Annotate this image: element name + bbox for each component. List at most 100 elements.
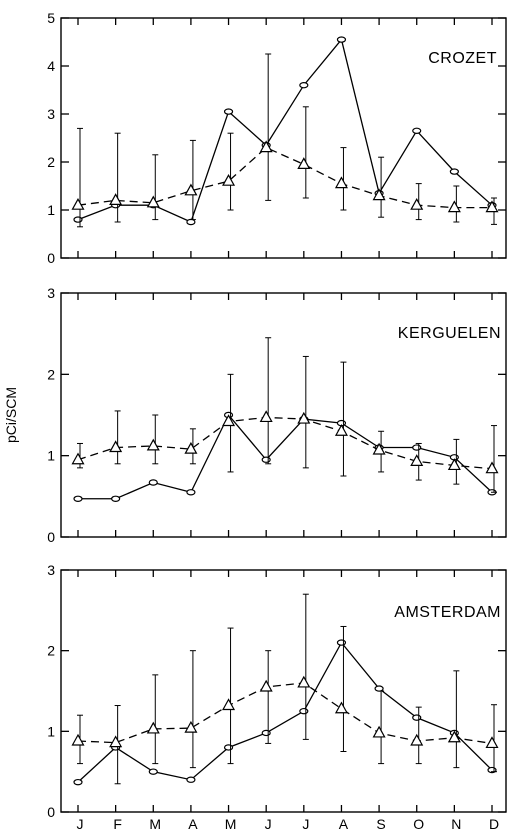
data-point-triangle <box>109 735 123 748</box>
data-point-circle <box>186 218 196 226</box>
series-line <box>77 416 493 470</box>
x-tick-label: J <box>302 816 309 831</box>
error-bar <box>453 670 460 769</box>
data-point-triangle <box>447 458 461 471</box>
data-point-circle <box>148 768 158 775</box>
x-tick-label: O <box>413 816 424 831</box>
data-point-triangle <box>259 410 273 423</box>
error-bar <box>491 704 497 773</box>
data-point-triangle <box>146 195 160 208</box>
data-point-circle <box>336 639 347 646</box>
error-bar <box>227 132 234 211</box>
data-point-triangle <box>222 698 236 711</box>
y-tick-label: 2 <box>47 154 55 170</box>
data-point-circle <box>223 744 234 751</box>
data-point-circle <box>186 489 196 496</box>
x-tick-label: M <box>225 816 237 831</box>
data-point-triangle <box>334 701 348 714</box>
data-point-triangle <box>372 442 386 455</box>
data-point-triangle <box>410 733 424 746</box>
data-point-triangle <box>109 193 123 205</box>
y-tick-label: 0 <box>47 804 55 820</box>
series-line <box>77 682 493 745</box>
error-bar <box>302 355 309 469</box>
series-solid <box>73 639 497 786</box>
error-bar <box>415 706 422 765</box>
error-bar <box>340 361 347 477</box>
data-point-circle <box>449 168 459 175</box>
error-bar <box>302 593 309 740</box>
data-point-triangle <box>146 438 160 451</box>
panel-label: KERGUELEN <box>398 325 501 342</box>
error-bar <box>491 425 497 493</box>
data-point-triangle <box>184 183 198 196</box>
x-tick-label: J <box>77 816 84 831</box>
y-tick-label: 3 <box>47 285 55 301</box>
error-bar <box>152 674 159 765</box>
x-tick-label: J <box>265 816 272 831</box>
data-point-circle <box>336 36 347 43</box>
data-point-triangle <box>146 721 160 734</box>
error-bar <box>340 625 347 752</box>
error-bar <box>302 106 309 199</box>
data-point-triangle <box>485 200 499 213</box>
error-bar <box>189 139 196 221</box>
data-point-circle <box>299 81 309 89</box>
data-point-triangle <box>184 441 198 454</box>
data-point-triangle <box>71 197 85 210</box>
data-point-circle <box>73 216 83 223</box>
data-point-circle <box>412 127 422 134</box>
plot-frame <box>60 569 507 813</box>
x-tick-label: A <box>188 816 198 831</box>
data-point-triangle <box>485 736 499 749</box>
data-point-triangle <box>259 679 273 692</box>
data-point-triangle <box>297 157 311 169</box>
error-bar <box>114 132 121 223</box>
y-tick-label: 1 <box>47 202 55 218</box>
data-point-triangle <box>184 720 198 733</box>
panel-kerguelen: 0 1 2 3 KERGUELEN <box>47 285 507 545</box>
y-tick-label: 2 <box>47 366 55 382</box>
data-point-triangle <box>334 424 348 436</box>
x-tick-label: A <box>339 816 349 831</box>
data-point-circle <box>261 456 271 463</box>
error-bar <box>77 127 83 228</box>
panel-amsterdam: 0 1 2 3 AMSTERDAM <box>47 562 507 820</box>
panel-label: AMSTERDAM <box>394 604 501 621</box>
error-bar <box>378 690 385 765</box>
data-point-triangle <box>71 452 85 465</box>
data-point-triangle <box>259 140 273 153</box>
data-point-triangle <box>410 197 424 210</box>
data-point-triangle <box>222 414 236 427</box>
y-tick-label: 0 <box>47 529 55 545</box>
y-tick-label: 5 <box>47 10 55 26</box>
data-point-circle <box>148 479 158 486</box>
error-bar <box>340 147 347 211</box>
y-tick-label: 2 <box>47 643 55 659</box>
error-bar <box>265 53 272 201</box>
data-point-triangle <box>297 675 311 688</box>
data-point-circle <box>111 495 121 502</box>
data-point-triangle <box>71 733 85 746</box>
y-tick-label: 4 <box>47 58 55 74</box>
y-tick-label: 3 <box>47 562 55 578</box>
error-bar <box>265 337 272 465</box>
y-tick-label: 1 <box>47 448 55 464</box>
series-line <box>77 146 492 209</box>
data-point-triangle <box>297 411 311 424</box>
series-solid <box>73 411 497 502</box>
data-point-triangle <box>372 188 386 201</box>
data-point-triangle <box>334 176 348 189</box>
data-point-circle <box>223 108 234 115</box>
data-point-circle <box>261 729 271 737</box>
x-tick-label: D <box>489 816 499 831</box>
x-tick-label: N <box>451 816 461 831</box>
x-tick-label: M <box>149 816 161 831</box>
x-tick-label: S <box>376 816 385 831</box>
data-point-triangle <box>222 173 236 186</box>
error-bar <box>453 438 460 485</box>
x-tick-label: F <box>113 816 122 831</box>
y-tick-label: 3 <box>47 106 55 122</box>
error-bar <box>378 156 385 218</box>
